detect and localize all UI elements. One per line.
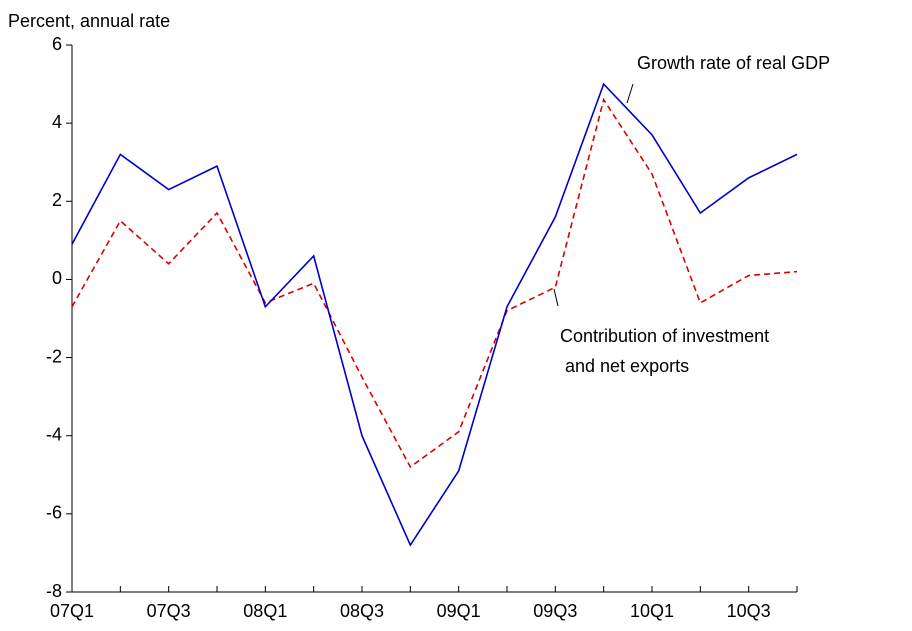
y-tick-label: 6 xyxy=(52,34,62,54)
x-tick-label: 09Q3 xyxy=(533,601,577,621)
x-tick-label: 10Q3 xyxy=(727,601,771,621)
x-tick-label: 07Q3 xyxy=(147,601,191,621)
x-tick-label: 08Q1 xyxy=(243,601,287,621)
y-tick-label: 0 xyxy=(52,268,62,288)
y-tick-label: -4 xyxy=(46,424,62,444)
y-tick-label: 2 xyxy=(52,190,62,210)
y-tick-label: 4 xyxy=(52,112,62,132)
x-tick-label: 10Q1 xyxy=(630,601,674,621)
y-tick-label: -6 xyxy=(46,503,62,523)
x-tick-label: 07Q1 xyxy=(50,601,94,621)
leader-line xyxy=(626,83,634,104)
y-tick-label: -2 xyxy=(46,346,62,366)
y-axis-label: Percent, annual rate xyxy=(8,11,170,31)
annotation: Growth rate of real GDP xyxy=(637,53,830,73)
x-tick-label: 08Q3 xyxy=(340,601,384,621)
annotation: Contribution of investment xyxy=(560,326,769,346)
annotation: and net exports xyxy=(560,356,689,376)
series-line xyxy=(71,97,798,469)
leader-line xyxy=(553,288,559,307)
y-tick-label: -8 xyxy=(46,581,62,601)
series-line xyxy=(71,82,798,547)
x-tick-label: 09Q1 xyxy=(437,601,481,621)
